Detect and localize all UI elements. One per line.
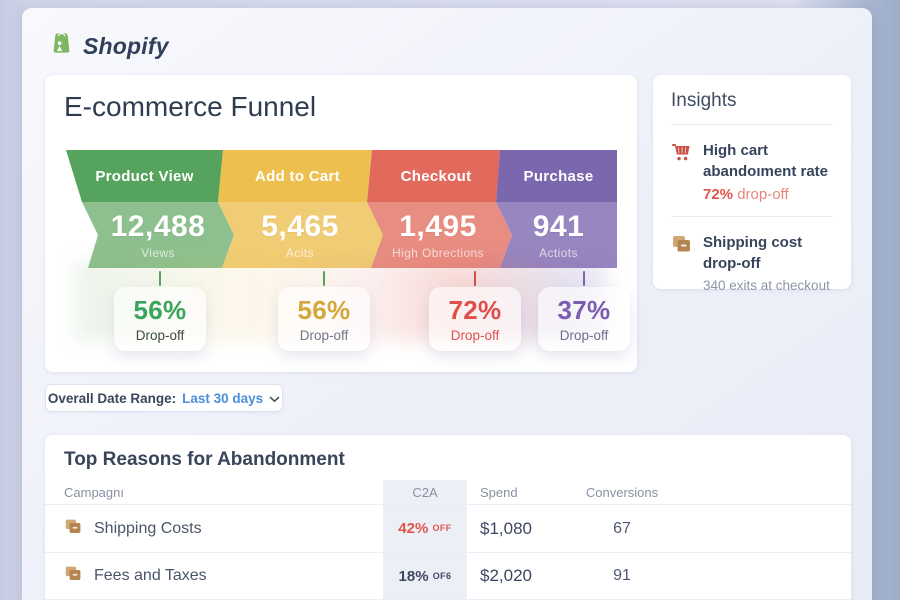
row-0-c2a-tag: OFF bbox=[432, 523, 452, 533]
brand-wordmark: Shopify bbox=[83, 32, 169, 59]
row-0-c2a: 42% OFF bbox=[383, 520, 467, 537]
insight-shipping-text: Shipping cost drop-off 340 exits at chec… bbox=[703, 232, 833, 293]
insight-item-cart-abandonment: High cart abandoıment rate 72% drop-off bbox=[671, 125, 833, 216]
funnel-stage-0-value-shape bbox=[82, 202, 234, 268]
abandonment-table-card: Top Reasons for Abandonment Campagnı C2A… bbox=[45, 435, 851, 600]
funnel-stage-2-value: 1,495 High Obrections bbox=[373, 204, 503, 266]
dropoff-0-value: 56% bbox=[133, 295, 187, 325]
funnel-stage-2-label: Checkout bbox=[400, 167, 472, 185]
stage-1-sublabel: Acits bbox=[285, 246, 314, 260]
dropoff-badge-2: 72% Drop-off bbox=[429, 287, 521, 351]
insight-shipping-subtitle: 340 exits at checkout bbox=[703, 278, 830, 293]
row-0-spend: $1,080 bbox=[480, 518, 532, 538]
stage-3-sublabel: Actiots bbox=[539, 246, 578, 260]
insight-item-shipping-cost: Shipping cost drop-off 340 exits at chec… bbox=[671, 216, 833, 306]
insight-cart-stat-suffix: drop-off bbox=[733, 186, 789, 203]
dropoff-1-label: Drop-off bbox=[299, 328, 349, 343]
insights-panel: Insights bbox=[653, 75, 851, 293]
page-title: E-commerce Funnel bbox=[64, 91, 317, 122]
column-header-campaign: Campagnı bbox=[64, 484, 124, 500]
funnel-stage-2-value-shape bbox=[367, 202, 512, 268]
dropoff-connector-3 bbox=[583, 271, 585, 286]
dropoff-3-label: Drop-off bbox=[559, 328, 609, 343]
funnel-stage-1-value-shape bbox=[218, 202, 383, 268]
funnel-stage-3-label: Purchase bbox=[523, 167, 594, 185]
row-1-spend: $2,020 bbox=[480, 566, 532, 585]
dropoff-connector-1 bbox=[323, 271, 325, 286]
table-header-row: Campagnı C2A Spend Conversions bbox=[45, 480, 851, 504]
row-1-c2a-value: 18% bbox=[398, 567, 429, 585]
table-row-shipping-costs[interactable]: Shipping Costs 42% OFF $1,080 67 bbox=[45, 504, 851, 552]
funnel-stage-0-header-shape bbox=[66, 150, 223, 202]
row-1-conversions: 91 bbox=[613, 567, 631, 584]
row-0-conversions: 67 bbox=[613, 519, 631, 537]
date-range-label: Overall Date Range: bbox=[47, 390, 177, 406]
dropoff-0-label: Drop-off bbox=[135, 328, 185, 343]
insight-shipping-title: Shipping cost drop-off bbox=[703, 234, 803, 272]
funnel-stage-0-label: Product View bbox=[95, 167, 194, 185]
funnel-stage-1-header-shape bbox=[218, 150, 372, 202]
funnel-stage-0-value: 12,488 Views bbox=[82, 204, 234, 266]
row-1-name: Fees and Taxes bbox=[94, 567, 207, 584]
funnel-stage-3-header-shape bbox=[496, 150, 617, 202]
date-range-selector[interactable]: Overall Date Range: Last 30 days bbox=[45, 384, 283, 412]
brand-header: Shopify bbox=[48, 30, 169, 62]
shopify-bag-icon bbox=[48, 30, 75, 62]
chevron-down-icon[interactable] bbox=[269, 391, 280, 406]
date-range-value: Last 30 days bbox=[182, 390, 264, 406]
dropoff-1-value: 56% bbox=[297, 295, 351, 325]
column-header-spend: Spend bbox=[480, 484, 518, 500]
boxes-icon bbox=[671, 232, 693, 293]
table-row-fees-and-taxes[interactable]: Fees and Taxes 18% OF6 $2,020 91 bbox=[45, 552, 851, 600]
dropoff-2-value: 72% bbox=[448, 295, 502, 325]
box-icon bbox=[64, 517, 83, 541]
dropoff-badge-1: 56% Drop-off bbox=[278, 287, 370, 351]
dropoff-connector-0 bbox=[159, 271, 161, 286]
dropoff-3-value: 37% bbox=[557, 295, 611, 325]
stage-2-count: 1,495 bbox=[399, 210, 477, 243]
dropoff-connector-2 bbox=[474, 271, 476, 286]
funnel-stage-1-value: 5,465 Acits bbox=[225, 204, 375, 266]
column-header-conversions: Conversions bbox=[585, 484, 659, 500]
stage-0-sublabel: Views bbox=[141, 246, 175, 260]
box-icon bbox=[64, 564, 83, 588]
insights-title: Insights bbox=[671, 90, 833, 125]
funnel-stage-1-label: Add to Cart bbox=[255, 167, 340, 185]
dashboard-panel: Shopify E-commerce Funnel Product View A… bbox=[22, 8, 872, 600]
abandonment-table: Campagnı C2A Spend Conversions bbox=[45, 480, 851, 600]
stage-0-count: 12,488 bbox=[110, 210, 206, 243]
row-0-name: Shipping Costs bbox=[94, 519, 202, 537]
insight-cart-stat-value: 72% bbox=[703, 186, 734, 203]
cart-icon bbox=[671, 140, 693, 203]
funnel-chart bbox=[66, 150, 617, 268]
insight-cart-text: High cart abandoıment rate 72% drop-off bbox=[703, 140, 833, 203]
row-1-c2a-tag: OF6 bbox=[432, 570, 452, 581]
dropoff-badge-3: 37% Drop-off bbox=[538, 287, 630, 351]
insight-cart-stat: 72% drop-off bbox=[703, 186, 833, 203]
stage-2-sublabel: High Obrections bbox=[391, 246, 485, 260]
dropoff-2-label: Drop-off bbox=[450, 328, 500, 343]
insight-cart-title: High cart abandoıment rate bbox=[703, 142, 829, 180]
funnel-stage-3-value-shape bbox=[496, 202, 617, 268]
stage-1-count: 5,465 bbox=[261, 210, 339, 243]
stage-3-count: 941 bbox=[532, 210, 585, 243]
c2a-column-highlight bbox=[383, 480, 467, 600]
row-1-c2a: 18% OF6 bbox=[383, 568, 467, 585]
funnel-stage-3-value: 941 Actiots bbox=[500, 204, 617, 266]
table-title: Top Reasons for Abandonment bbox=[64, 449, 345, 470]
funnel-card: E-commerce Funnel Product View Add to Ca… bbox=[45, 75, 637, 372]
funnel-stage-2-header-shape bbox=[367, 150, 500, 202]
dropoff-badge-0: 56% Drop-off bbox=[114, 287, 206, 351]
column-header-c2a: C2A bbox=[412, 484, 438, 500]
row-0-c2a-value: 42% bbox=[398, 520, 429, 537]
